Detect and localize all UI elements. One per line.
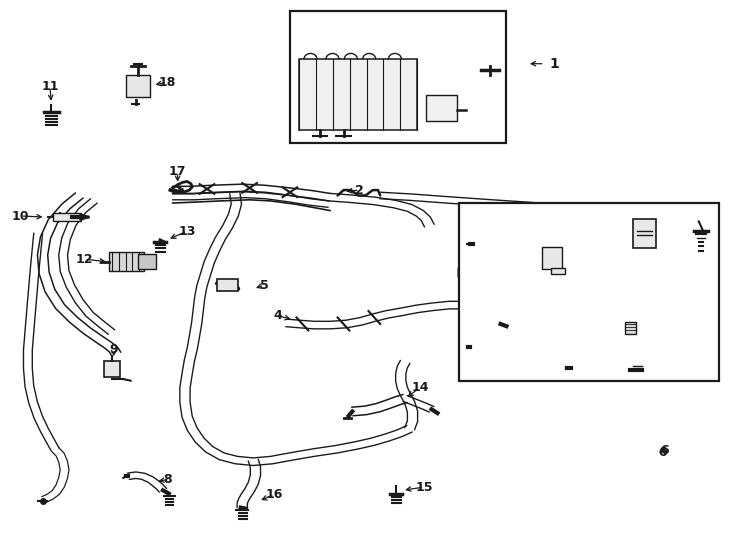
Bar <box>426 95 457 121</box>
Bar <box>459 202 719 381</box>
Bar <box>138 254 156 269</box>
Text: 5: 5 <box>260 279 269 292</box>
Text: 7: 7 <box>556 238 565 251</box>
Bar <box>542 247 562 269</box>
Text: 2: 2 <box>355 184 364 197</box>
Bar <box>217 279 238 291</box>
Text: 6: 6 <box>658 446 666 459</box>
Bar <box>299 59 417 130</box>
Text: 8: 8 <box>163 473 172 486</box>
Text: 17: 17 <box>169 165 186 178</box>
Bar <box>625 322 636 334</box>
Text: 7: 7 <box>559 235 568 248</box>
Bar <box>53 213 81 221</box>
Text: 6: 6 <box>660 444 669 457</box>
Text: 15: 15 <box>415 481 433 494</box>
Text: 14: 14 <box>411 381 429 394</box>
Bar <box>290 11 506 143</box>
Text: 4: 4 <box>273 309 282 322</box>
Text: 18: 18 <box>159 76 176 89</box>
Bar <box>104 361 120 377</box>
Text: 13: 13 <box>178 225 196 238</box>
Text: 1: 1 <box>549 57 559 71</box>
Text: 9: 9 <box>109 343 118 356</box>
Bar <box>633 219 656 248</box>
Text: 12: 12 <box>76 253 93 266</box>
Bar <box>550 268 565 274</box>
Text: 16: 16 <box>266 488 283 501</box>
Bar <box>109 252 144 271</box>
Bar <box>126 75 150 97</box>
Text: 3: 3 <box>706 241 715 254</box>
Text: 11: 11 <box>41 80 59 93</box>
Text: 10: 10 <box>12 210 29 222</box>
